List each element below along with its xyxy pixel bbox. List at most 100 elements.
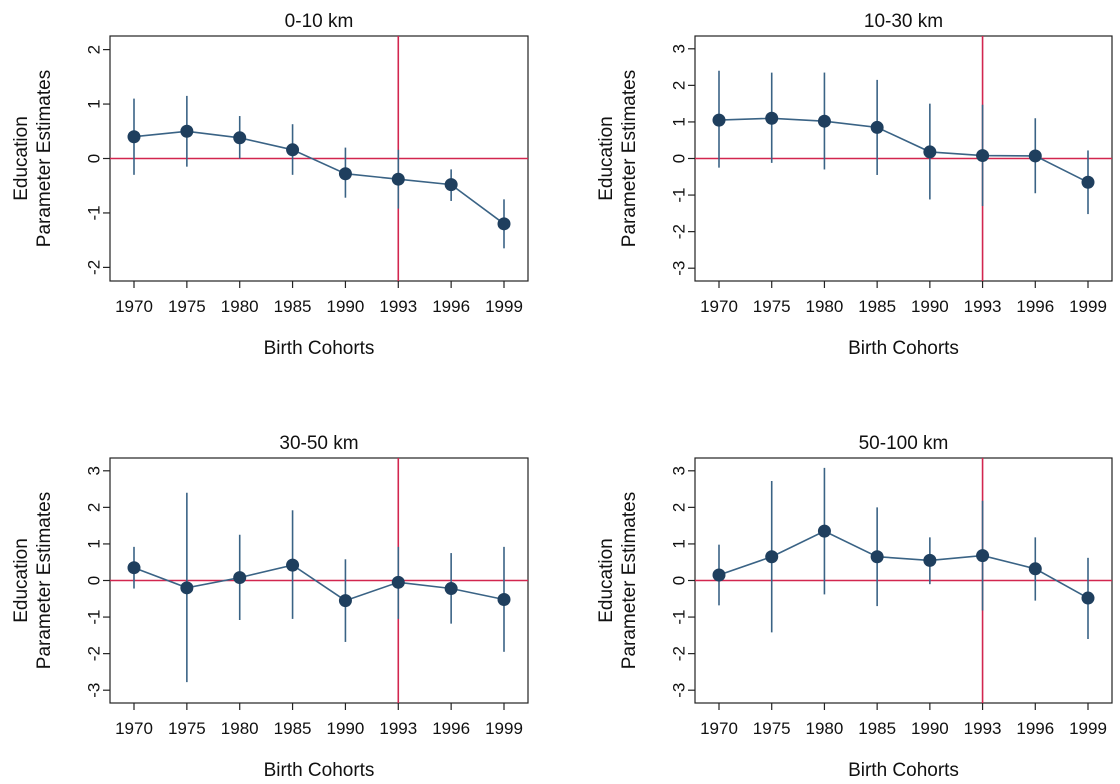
x-tick-label: 1996 (432, 719, 470, 738)
x-tick-label: 1999 (485, 719, 523, 738)
x-tick-label: 1975 (168, 719, 206, 738)
y-tick-label: 2 (669, 81, 688, 90)
x-tick-label: 1970 (700, 719, 738, 738)
x-tick-label: 1996 (1016, 719, 1054, 738)
x-axis-label: Birth Cohorts (264, 760, 375, 781)
y-tick-label: -3 (669, 261, 688, 276)
x-tick-label: 1975 (753, 297, 791, 316)
data-point (391, 172, 405, 186)
y-tick-label: 1 (84, 99, 103, 108)
x-tick-label: 1990 (911, 297, 949, 316)
data-point (923, 145, 937, 159)
y-axis-label-line1: Education (11, 116, 32, 201)
y-tick-label: 2 (84, 503, 103, 512)
data-point (712, 568, 726, 582)
x-tick-label: 1996 (432, 297, 470, 316)
x-tick-label: 1980 (806, 719, 844, 738)
y-axis-label-line2: Parameter Estimates (619, 492, 640, 669)
y-tick-label: 0 (669, 154, 688, 163)
x-tick-label: 1975 (168, 297, 206, 316)
chart-panel-4: 50-100 km 3 2 1 0 -1 -2 -3 1970 1975 1980 1985 1990 1… (596, 433, 1113, 781)
y-tick-label: 2 (84, 45, 103, 54)
data-point (233, 131, 247, 145)
chart-title: 10-30 km (864, 11, 943, 32)
data-point (1081, 591, 1095, 605)
x-tick-label: 1975 (753, 719, 791, 738)
data-point (1028, 562, 1042, 576)
data-point (286, 143, 300, 157)
chart-panel-2: 10-30 km 3 2 1 0 -1 -2 -3 1970 1975 1980 1985 1990 19… (596, 11, 1113, 359)
x-tick-label: 1985 (858, 719, 896, 738)
series-line (718, 117, 1089, 184)
y-axis-label-line2: Parameter Estimates (34, 492, 55, 669)
data-point (497, 217, 511, 231)
data-point (127, 130, 141, 144)
x-tick-label: 1990 (911, 719, 949, 738)
chart-title: 50-100 km (859, 433, 949, 454)
y-tick-label: -3 (84, 683, 103, 698)
x-tick-label: 1993 (379, 297, 417, 316)
series-line (718, 530, 1089, 599)
y-axis-label-line1: Education (596, 116, 617, 201)
data-point (391, 575, 405, 589)
y-tick-label: 3 (669, 466, 688, 475)
chart-title: 30-50 km (279, 433, 358, 454)
series-line (133, 564, 505, 602)
y-axis-label-line2: Parameter Estimates (619, 70, 640, 247)
y-tick-label: -1 (84, 205, 103, 220)
y-tick-label: 2 (669, 503, 688, 512)
x-tick-label: 1985 (274, 719, 312, 738)
x-tick-label: 1970 (700, 297, 738, 316)
y-tick-label: -1 (84, 610, 103, 625)
x-tick-label: 1970 (115, 297, 153, 316)
y-tick-label: -1 (669, 188, 688, 203)
data-point (444, 178, 458, 192)
y-tick-label: -2 (669, 224, 688, 239)
x-tick-label: 1980 (806, 297, 844, 316)
y-tick-label: 1 (84, 539, 103, 548)
y-tick-label: 0 (84, 154, 103, 163)
y-tick-label: -2 (669, 646, 688, 661)
x-tick-label: 1993 (379, 719, 417, 738)
data-point (765, 550, 779, 564)
data-point (444, 582, 458, 596)
x-tick-label: 1996 (1016, 297, 1054, 316)
data-point (923, 553, 937, 567)
x-tick-label: 1993 (964, 719, 1002, 738)
y-axis-label-line1: Education (596, 538, 617, 623)
x-tick-label: 1985 (858, 297, 896, 316)
chart-panel-3: 30-50 km 3 2 1 0 -1 -2 -3 1970 1975 1980 1985 1990 19… (11, 433, 529, 781)
data-point (712, 113, 726, 127)
y-tick-label: -1 (669, 610, 688, 625)
x-tick-label: 1990 (327, 719, 365, 738)
x-axis-label: Birth Cohorts (848, 760, 959, 781)
data-point (870, 550, 884, 564)
data-point (976, 549, 990, 563)
y-tick-label: -2 (84, 646, 103, 661)
data-point (976, 149, 990, 163)
y-tick-label: 0 (669, 576, 688, 585)
data-point (233, 571, 247, 585)
y-axis-label-line1: Education (11, 538, 32, 623)
x-axis-label: Birth Cohorts (264, 338, 375, 359)
y-axis-label-line2: Parameter Estimates (34, 70, 55, 247)
y-tick-label: 3 (84, 466, 103, 475)
data-point (497, 593, 511, 607)
data-point (817, 524, 831, 538)
data-point (180, 581, 194, 595)
x-tick-label: 1980 (221, 719, 259, 738)
y-tick-label: 3 (669, 44, 688, 53)
x-tick-label: 1999 (485, 297, 523, 316)
x-tick-label: 1999 (1069, 719, 1107, 738)
x-axis-label: Birth Cohorts (848, 338, 959, 359)
data-point (338, 167, 352, 181)
y-tick-label: -2 (84, 260, 103, 275)
data-point (180, 124, 194, 138)
data-point (817, 114, 831, 128)
data-point (870, 120, 884, 134)
x-tick-label: 1985 (274, 297, 312, 316)
data-point (765, 111, 779, 125)
x-tick-label: 1970 (115, 719, 153, 738)
x-tick-label: 1993 (964, 297, 1002, 316)
